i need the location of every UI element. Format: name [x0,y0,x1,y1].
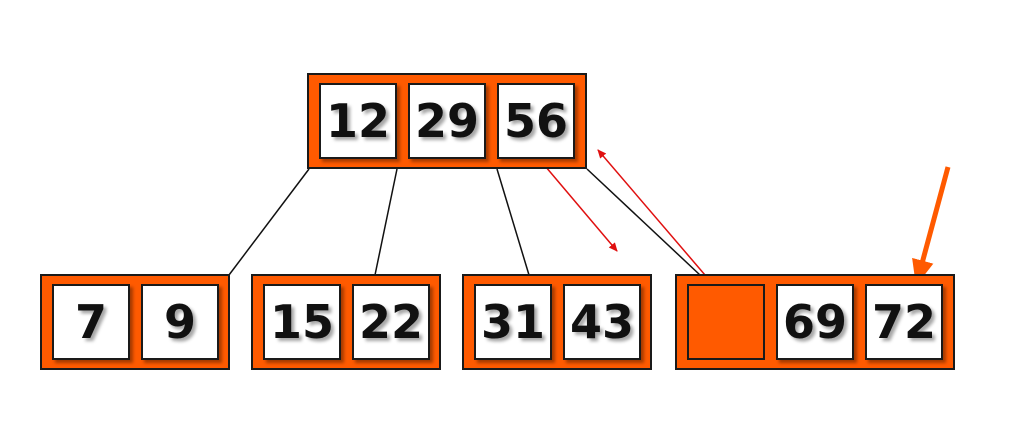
leaf-3-key-1: 31 [474,284,552,360]
leaf-2-key-1: 15 [263,284,341,360]
insert-arrow [912,166,951,286]
leaf-node-3: 31 43 [462,274,652,370]
leaf-4-key-2: 69 [776,284,854,360]
leaf-4-empty-slot [687,284,765,360]
leaf-2-key-2-text: 22 [358,295,423,349]
leaf-3-key-1-text: 31 [480,295,545,349]
red-arrow-down [539,159,618,252]
edge-root-leaf-3 [496,168,530,276]
root-key-2: 29 [408,83,486,159]
leaf-4-key-3-text: 72 [871,295,936,349]
root-key-1: 12 [319,83,397,159]
leaf-3-key-2: 43 [563,284,641,360]
leaf-1-key-2-text: 9 [163,295,196,349]
leaf-1-key-2: 9 [141,284,219,360]
leaf-2-key-1-text: 15 [269,295,334,349]
leaf-2-key-2: 22 [352,284,430,360]
red-arrow-up [597,149,712,283]
leaf-3-key-2-text: 43 [569,295,634,349]
root-key-1-text: 12 [325,94,390,148]
leaf-4-key-2-text: 69 [782,295,847,349]
edge-root-leaf-1 [228,168,310,276]
leaf-1-key-1: 7 [52,284,130,360]
leaf-node-2: 15 22 [251,274,441,370]
root-node: 12 29 56 [307,73,587,169]
root-key-2-text: 29 [414,94,479,148]
leaf-node-1: 7 9 [40,274,230,370]
leaf-1-key-1-text: 7 [74,295,107,349]
edge-root-leaf-2 [374,168,398,276]
root-key-3: 56 [497,83,575,159]
leaf-node-4: 69 72 [675,274,955,370]
edge-root-leaf-4 [586,168,701,276]
leaf-4-key-3: 72 [865,284,943,360]
root-key-3-text: 56 [503,94,568,148]
